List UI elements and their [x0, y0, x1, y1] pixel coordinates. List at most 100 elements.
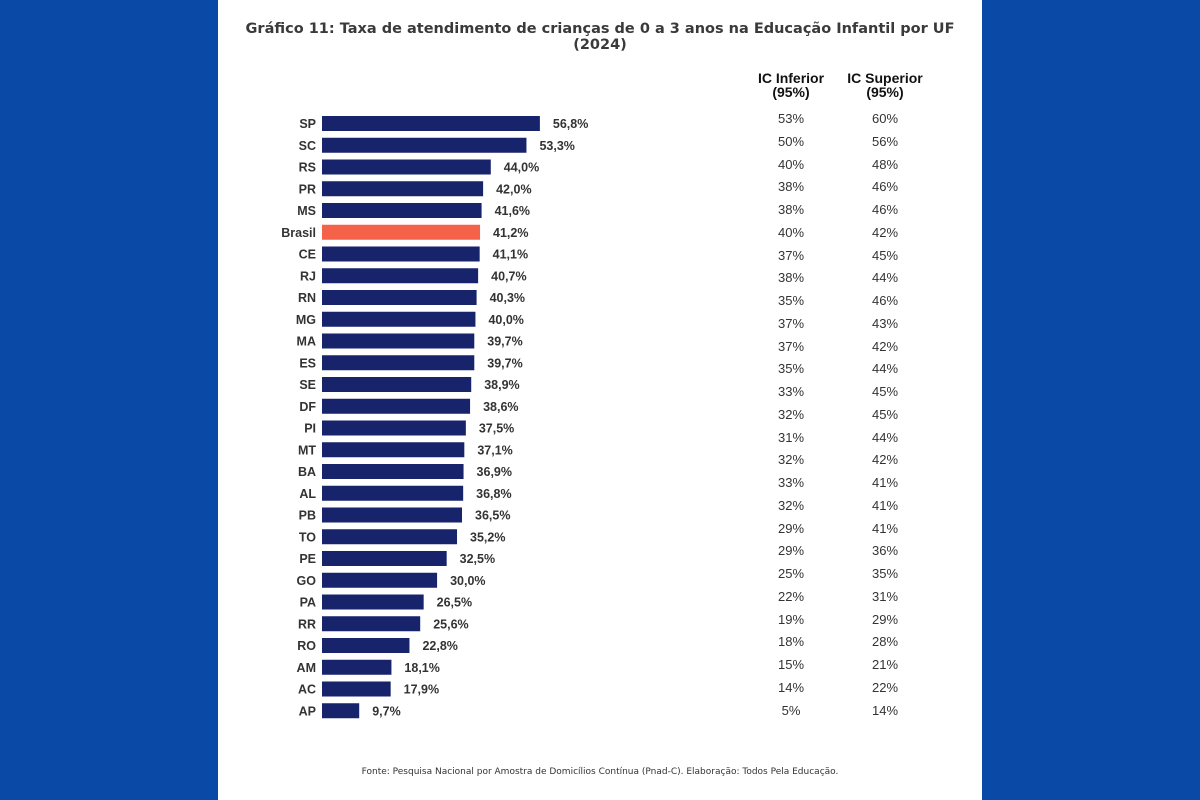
ic-inferior-cell: 37% [777, 338, 805, 354]
ic-inferior-cell: 35% [777, 361, 805, 377]
value-label: 41,2% [493, 226, 528, 240]
value-label: 36,5% [475, 509, 510, 523]
ic-inferior-cell: 53% [777, 111, 805, 126]
category-label: PI [304, 422, 316, 436]
ic-superior-cell: 41% [871, 497, 899, 513]
value-label: 41,1% [493, 248, 528, 262]
bar [322, 638, 410, 653]
ic-inferior-cell: 15% [777, 657, 805, 672]
category-label: DF [299, 400, 316, 414]
ic-inferior-cell: 37% [777, 247, 805, 263]
ic-superior-cell: 44% [871, 429, 899, 445]
category-label: ES [299, 356, 316, 370]
ic-inferior-cell: 29% [777, 520, 805, 536]
bar [322, 246, 480, 262]
ic-superior-cell: 14% [871, 702, 899, 718]
value-label: 40,7% [491, 269, 526, 283]
ic-superior-cell: 44% [871, 270, 899, 286]
value-label: 9,7% [372, 704, 401, 718]
ic-inferior-cell: 25% [777, 566, 805, 581]
ic-inferior-cell: 32% [777, 497, 805, 513]
value-label: 36,9% [477, 465, 512, 479]
category-label: MA [297, 335, 316, 349]
ic-inferior-header-line2: (95%) [772, 84, 810, 100]
ic-superior-cell: 43% [871, 315, 899, 331]
bar [322, 529, 458, 545]
category-label: RO [297, 639, 316, 653]
ic-superior-cell: 45% [871, 384, 899, 399]
bar [322, 268, 479, 284]
ic-superior-cell: 60% [871, 111, 899, 126]
category-label: GO [297, 574, 317, 588]
ic-superior-cell: 22% [871, 679, 899, 695]
ic-superior-cell: 42% [871, 338, 899, 354]
bar [322, 116, 540, 131]
category-label: RS [299, 161, 316, 175]
category-label: SE [299, 378, 316, 392]
ic-superior-cell: 36% [871, 543, 899, 559]
value-label: 39,7% [487, 335, 522, 349]
ic-inferior-cell: 38% [777, 270, 805, 286]
category-label: PB [299, 509, 316, 523]
ic-inferior-cell: 33% [777, 384, 805, 399]
ic-superior-header-line1: IC Superior [847, 70, 923, 86]
value-label: 30,0% [450, 574, 485, 588]
value-label: 41,6% [495, 204, 530, 218]
ic-superior-header: IC Superior (95%) [835, 71, 935, 99]
bar [322, 290, 477, 305]
bar-chart: SP 56,8% SC 53,3% RS 44,0% PR 42,0% MS 41,6% Brasi… [281, 116, 588, 719]
bar [322, 137, 527, 153]
ic-inferior-cell: 37% [777, 315, 805, 331]
bar [322, 659, 392, 675]
bar-highlight [322, 224, 481, 240]
category-label: Brasil [281, 226, 316, 240]
chart-title: Gráfico 11: Taxa de atendimento de crian… [245, 21, 955, 53]
category-label: PR [299, 182, 316, 196]
ic-superior-cell: 46% [871, 179, 899, 195]
value-label: 37,1% [477, 443, 512, 457]
bar [322, 181, 484, 197]
bar [322, 464, 464, 479]
value-label: 36,8% [476, 487, 511, 501]
ic-superior-cell: 35% [871, 566, 899, 581]
value-label: 38,6% [483, 400, 518, 414]
ic-superior-cell: 56% [871, 133, 899, 149]
value-label: 17,9% [404, 683, 439, 697]
ic-superior-cell: 42% [871, 452, 899, 468]
value-label: 56,8% [553, 117, 588, 131]
chart-card: Gráfico 11: Taxa de atendimento de crian… [218, 0, 982, 800]
value-label: 38,9% [484, 378, 519, 392]
category-label: CE [299, 248, 316, 262]
category-label: AC [298, 683, 316, 697]
category-label: SC [299, 139, 316, 153]
ic-inferior-cell: 38% [777, 202, 805, 217]
category-label: MT [298, 443, 316, 457]
bar [322, 703, 360, 719]
value-label: 40,3% [490, 291, 525, 305]
value-label: 35,2% [470, 530, 505, 544]
ic-superior-cell: 48% [871, 156, 899, 172]
category-label: AM [297, 661, 316, 675]
value-label: 22,8% [422, 639, 457, 653]
category-label: AP [299, 704, 316, 718]
ic-inferior-cell: 33% [777, 475, 805, 490]
ic-inferior-cell: 40% [777, 224, 805, 240]
category-label: AL [299, 487, 316, 501]
category-label: RR [298, 617, 316, 631]
ic-inferior-cell: 29% [777, 543, 805, 559]
bar [322, 442, 465, 458]
ic-superior-cell: 41% [871, 475, 899, 490]
value-label: 42,0% [496, 182, 531, 196]
bar [322, 398, 471, 414]
value-label: 26,5% [437, 596, 472, 610]
category-label: PE [299, 552, 316, 566]
bar [322, 485, 464, 501]
value-label: 37,5% [479, 422, 514, 436]
ic-superior-cell: 45% [871, 247, 899, 263]
value-label: 44,0% [504, 161, 539, 175]
ic-superior-cell: 45% [871, 406, 899, 422]
category-label: RN [298, 291, 316, 305]
category-label: RJ [300, 269, 316, 283]
ic-inferior-cell: 32% [777, 406, 805, 422]
ic-inferior-header: IC Inferior (95%) [741, 71, 841, 99]
